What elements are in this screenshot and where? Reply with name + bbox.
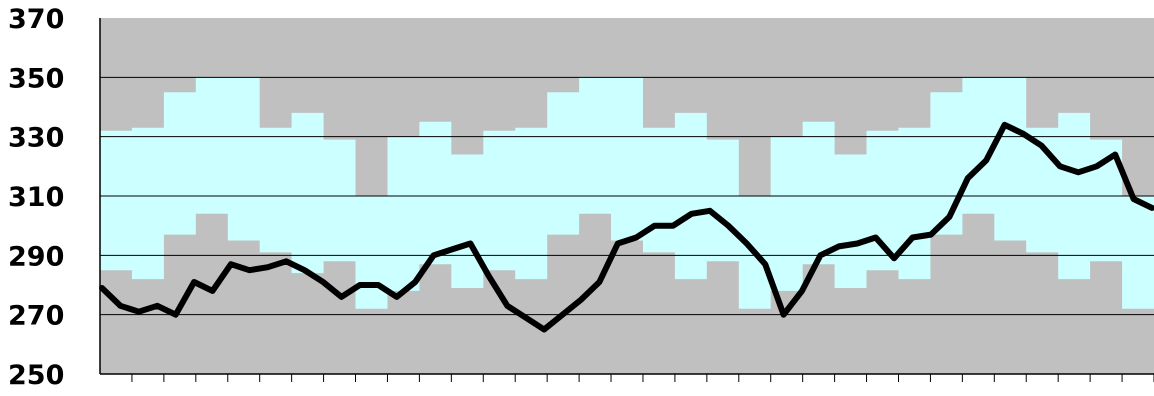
x-axis-ticks [131, 374, 1154, 382]
y-tick-label: 310 [8, 182, 64, 213]
y-tick-label: 370 [8, 4, 64, 35]
y-tick-label: 290 [8, 241, 64, 272]
y-tick-label: 330 [8, 123, 64, 154]
series-line [99, 121, 1154, 333]
gridlines [100, 76, 1154, 316]
y-tick-label: 270 [8, 301, 64, 332]
y-tick-label: 250 [8, 360, 64, 391]
y-axis-tick-labels: 250 270 290 310 330 350 370 [8, 4, 64, 391]
y-tick-label: 350 [8, 63, 64, 94]
